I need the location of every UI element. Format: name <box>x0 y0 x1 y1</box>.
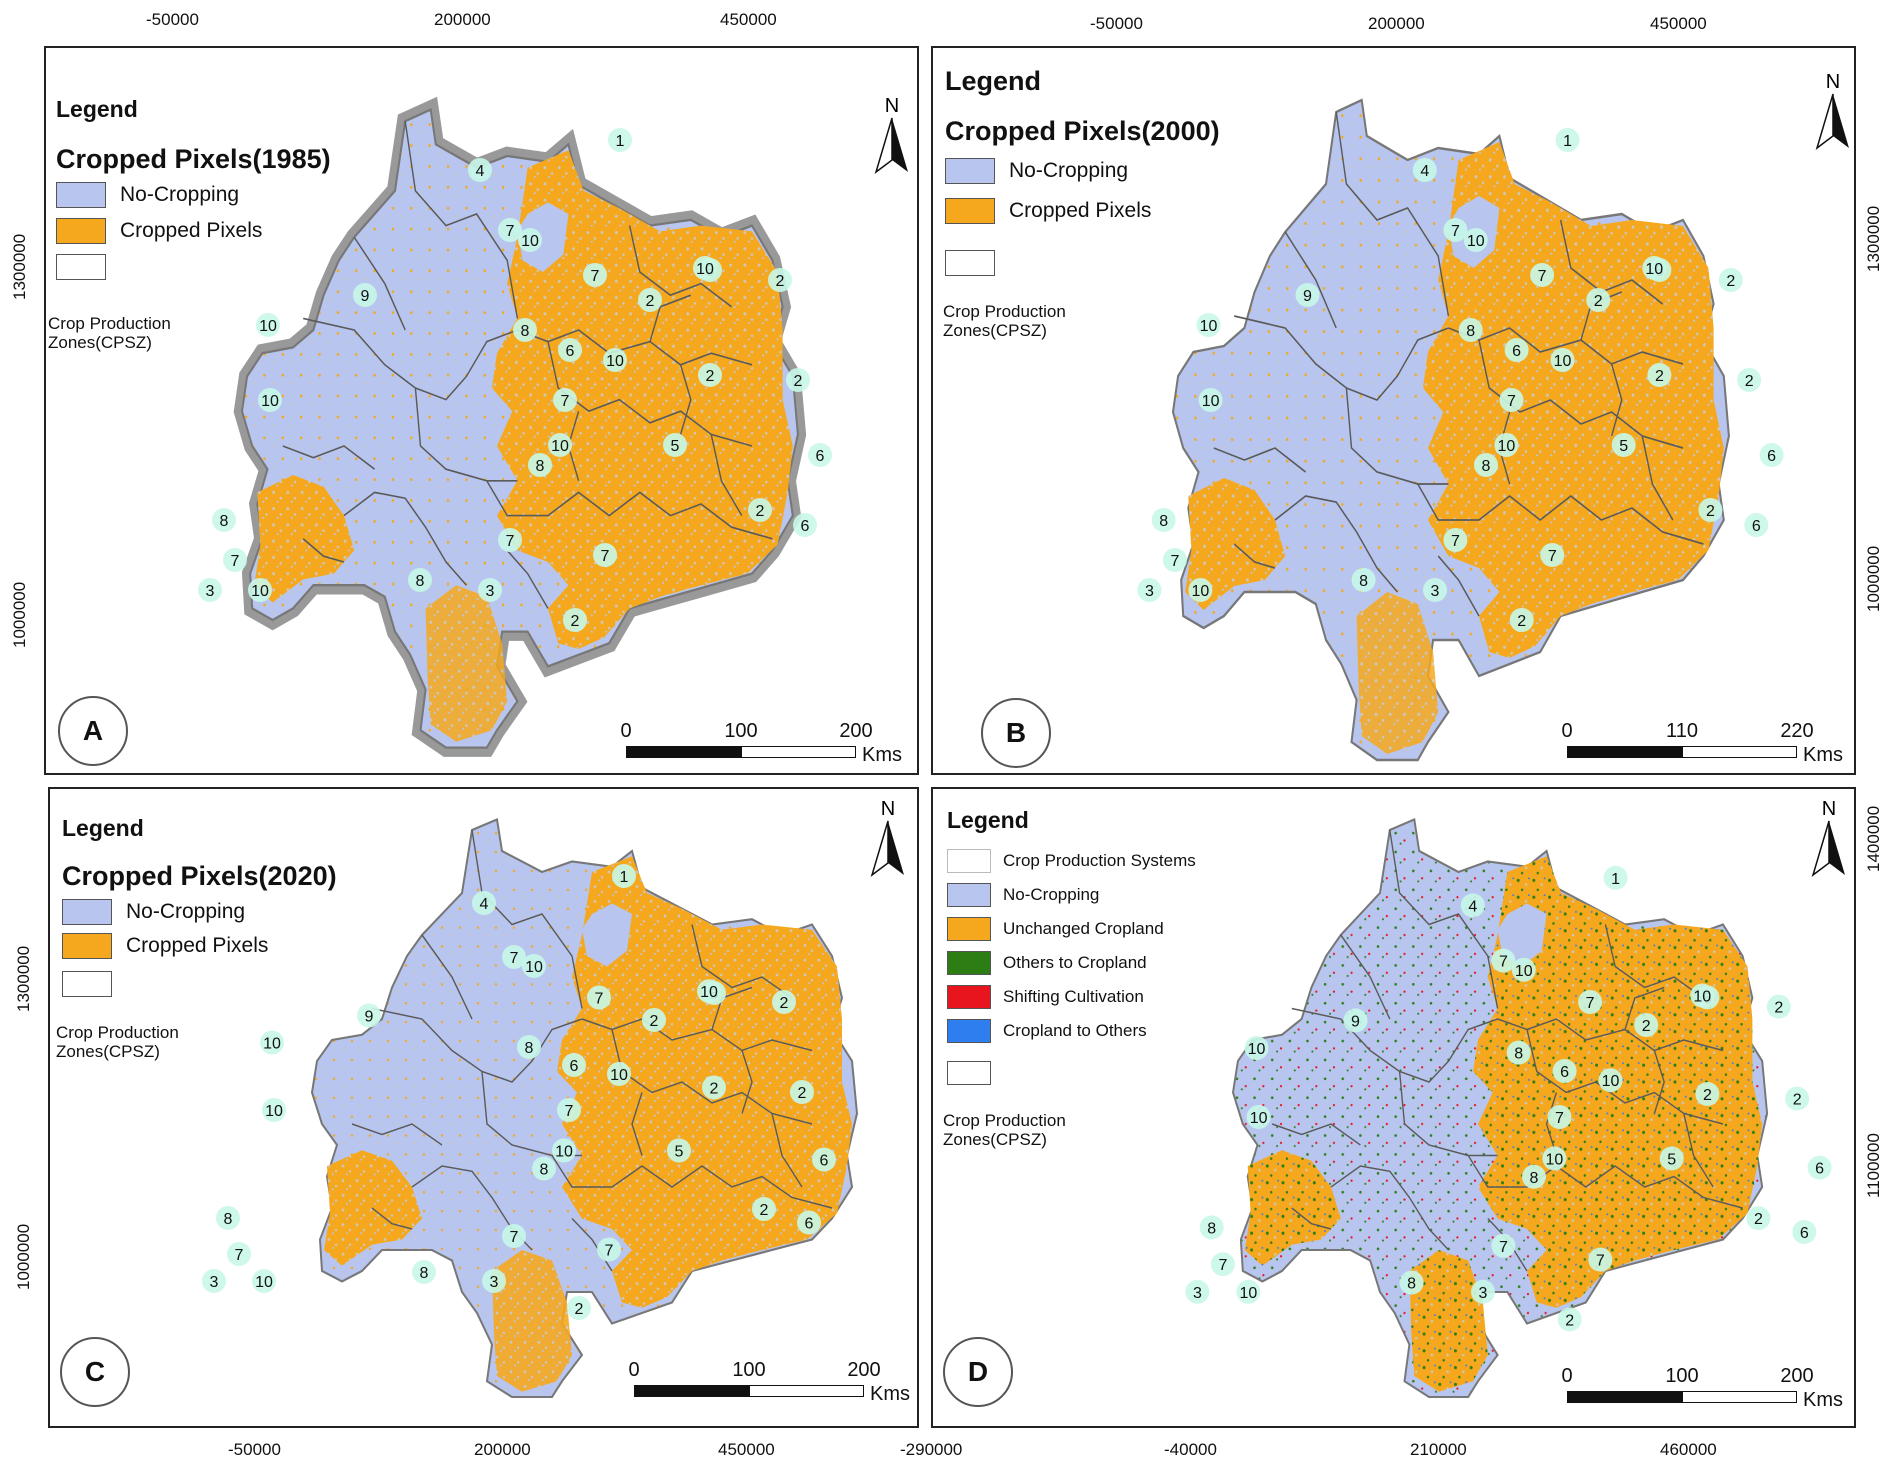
legend-heading: Cropped Pixels(1985) <box>56 144 331 174</box>
svg-text:N: N <box>885 96 899 117</box>
legend-item-zone <box>947 1061 991 1085</box>
legend-item-no-cropping: No-Cropping <box>945 158 1128 184</box>
axis-tick-b-right-2: 1000000 <box>1864 545 1883 612</box>
scale-bar: 0 100 200 Kms <box>1561 1365 1843 1411</box>
legend-heading: Cropped Pixels(2000) <box>945 116 1220 146</box>
swatch-cropped <box>945 198 995 224</box>
axis-tick-a-top-2: 200000 <box>434 10 491 29</box>
swatch-cropland-to-others <box>947 1019 991 1043</box>
axis-tick-a-left-2: 1000000 <box>10 581 29 648</box>
scale-bar: 0 100 200 Kms <box>620 720 902 766</box>
axis-tick-d-right-2: 1100000 <box>1864 1133 1883 1198</box>
north-arrow-icon: N <box>870 799 904 877</box>
zone-caption: Crop Production Zones(CPSZ) <box>943 1111 1066 1149</box>
north-arrow-icon: N <box>1815 72 1849 150</box>
axis-tick-d-bottom-1: -290000 <box>900 1440 963 1459</box>
axis-tick-b-top-3: 450000 <box>1650 14 1707 33</box>
north-arrow-icon: N <box>1811 799 1845 877</box>
swatch-zone-boundary <box>947 1061 991 1085</box>
swatch-others-to-cropland <box>947 951 991 975</box>
zone-caption: Crop Production Zones(CPSZ) <box>943 302 1066 340</box>
swatch-shifting-cultivation <box>947 985 991 1009</box>
legend-item-zone <box>945 250 995 276</box>
legend-item-shifting-cultivation: Shifting Cultivation <box>947 985 1144 1009</box>
legend-item-cropland-to-others: Cropland to Others <box>947 1019 1147 1043</box>
legend-title: Legend <box>62 815 144 841</box>
axis-tick-b-top-1: -50000 <box>1090 14 1143 33</box>
panel-letter-a: A <box>58 696 128 766</box>
axis-tick-b-top-2: 200000 <box>1368 14 1425 33</box>
swatch-no-cropping <box>945 158 995 184</box>
legend-title: Legend <box>945 66 1042 96</box>
scale-bar: 0 110 220 Kms <box>1561 720 1843 766</box>
axis-tick-d-bottom-3: 210000 <box>1410 1440 1467 1459</box>
axis-tick-b-right-1: 1300000 <box>1864 205 1883 272</box>
panel-letter-c: C <box>60 1337 130 1407</box>
axis-tick-c-left-1: 1300000 <box>14 945 33 1012</box>
swatch-cropped <box>62 933 112 959</box>
svg-text:N: N <box>881 799 895 820</box>
swatch-zone-boundary <box>945 250 995 276</box>
legend-item-cropped: Cropped Pixels <box>945 198 1151 224</box>
swatch-crop-production-systems <box>947 849 991 873</box>
swatch-unchanged-cropland <box>947 917 991 941</box>
legend-item-cropped: Cropped Pixels <box>56 218 262 244</box>
legend-item-no-cropping: No-Cropping <box>56 182 239 208</box>
legend-item-no-cropping: No-Cropping <box>62 899 245 925</box>
swatch-zone-boundary <box>62 971 112 997</box>
panel-letter-d: D <box>943 1337 1013 1407</box>
legend-item-others-to-cropland: Others to Cropland <box>947 951 1147 975</box>
legend-item-crop-production-systems: Crop Production Systems <box>947 849 1196 873</box>
axis-tick-d-bottom-2: -40000 <box>1164 1440 1217 1459</box>
swatch-zone-boundary <box>56 254 106 280</box>
legend-item-unchanged-cropland: Unchanged Cropland <box>947 917 1164 941</box>
swatch-cropped <box>56 218 106 244</box>
legend-item-zone <box>62 971 112 997</box>
swatch-no-cropping <box>947 883 991 907</box>
map-panel-a: Legend Cropped Pixels(1985) No-Cropping … <box>44 46 919 775</box>
svg-text:N: N <box>1826 72 1840 93</box>
map-panel-d: Legend Crop Production Systems No-Croppi… <box>931 787 1856 1428</box>
scale-bar: 0 100 200 Kms <box>628 1359 910 1405</box>
axis-tick-a-left-1: 1300000 <box>10 233 29 300</box>
legend-heading: Cropped Pixels(2020) <box>62 861 337 891</box>
legend-item-zone <box>56 254 106 280</box>
swatch-no-cropping <box>62 899 112 925</box>
axis-tick-a-top-3: 450000 <box>720 10 777 29</box>
axis-tick-d-bottom-4: 460000 <box>1660 1440 1717 1459</box>
legend-title: Legend <box>56 96 138 122</box>
legend-item-no-cropping: No-Cropping <box>947 883 1099 907</box>
map-panel-b: Legend Cropped Pixels(2000) No-Cropping … <box>931 46 1856 775</box>
axis-tick-a-top-1: -50000 <box>146 10 199 29</box>
panel-letter-b: B <box>981 698 1051 768</box>
axis-tick-c-bottom-1: -50000 <box>228 1440 281 1459</box>
axis-tick-d-right-1: 1400000 <box>1864 805 1883 872</box>
axis-tick-c-bottom-2: 200000 <box>474 1440 531 1459</box>
axis-tick-c-bottom-3: 450000 <box>718 1440 775 1459</box>
legend-item-cropped: Cropped Pixels <box>62 933 268 959</box>
north-arrow-icon: N <box>874 96 908 174</box>
legend-title: Legend <box>947 807 1029 833</box>
zone-caption: Crop Production Zones(CPSZ) <box>48 314 171 352</box>
axis-tick-c-left-2: 1000000 <box>14 1223 33 1290</box>
svg-text:N: N <box>1822 799 1836 820</box>
map-panel-c: Legend Cropped Pixels(2020) No-Cropping … <box>48 787 919 1428</box>
swatch-no-cropping <box>56 182 106 208</box>
zone-caption: Crop Production Zones(CPSZ) <box>56 1023 179 1061</box>
